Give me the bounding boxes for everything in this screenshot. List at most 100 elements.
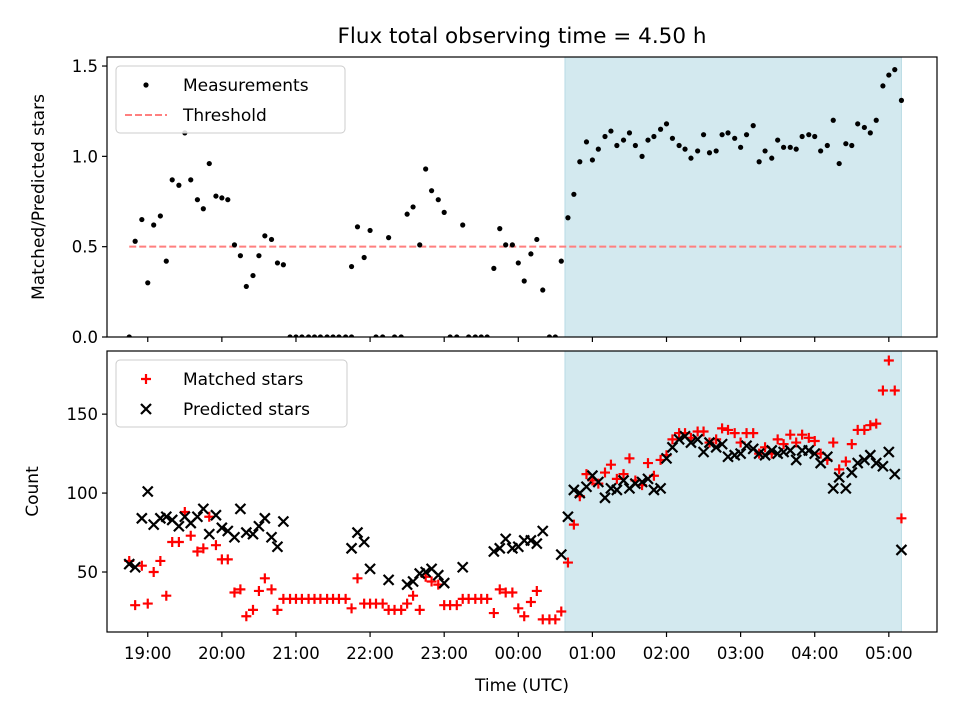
predicted-star-point bbox=[759, 449, 771, 461]
predicted-star-point bbox=[833, 471, 845, 484]
measurement-point bbox=[528, 251, 534, 257]
predicted-star-point bbox=[660, 452, 673, 465]
legend-box bbox=[115, 359, 348, 428]
axes-frame bbox=[106, 56, 938, 338]
matched-star-point bbox=[525, 597, 536, 608]
measurement-point bbox=[509, 242, 515, 248]
measurement-point bbox=[435, 197, 441, 203]
measurement-point bbox=[311, 334, 318, 337]
measurement-point bbox=[706, 150, 713, 156]
series-predicted-stars bbox=[123, 430, 908, 591]
measurement-point bbox=[293, 334, 299, 337]
predicted-star-point bbox=[580, 480, 593, 493]
matched-star-point bbox=[797, 429, 808, 440]
count-panel: 50 100 150 19:00 20:00 21:00 22:00 23:00 00:00 01… bbox=[23, 350, 938, 696]
measurement-point bbox=[330, 334, 336, 337]
matched-star-point bbox=[605, 459, 616, 470]
measurement-point bbox=[343, 334, 349, 337]
measurement-point bbox=[460, 222, 466, 228]
measurement-point bbox=[305, 334, 312, 337]
matched-star-point bbox=[791, 437, 802, 448]
predicted-star-point bbox=[777, 446, 790, 458]
legend-label: Predicted stars bbox=[183, 400, 310, 420]
measurement-point bbox=[688, 155, 694, 161]
predicted-star-point bbox=[877, 460, 889, 473]
predicted-star-point bbox=[685, 436, 697, 449]
measurement-point bbox=[849, 142, 855, 149]
measurement-point bbox=[898, 97, 905, 103]
matched-star-point bbox=[222, 554, 233, 565]
measurement-point bbox=[645, 137, 651, 143]
matched-star-point bbox=[414, 604, 425, 615]
series-measurements bbox=[126, 67, 905, 337]
predicted-star-point bbox=[234, 503, 247, 515]
matched-star-point bbox=[253, 585, 264, 596]
predicted-star-point bbox=[790, 454, 802, 466]
matched-star-point bbox=[346, 603, 357, 614]
predicted-star-point bbox=[617, 474, 630, 487]
measurement-point bbox=[589, 157, 596, 163]
measurement-point bbox=[441, 209, 447, 215]
y-tick-label: 150 bbox=[67, 405, 99, 424]
predicted-star-point bbox=[240, 526, 253, 539]
measurement-point bbox=[756, 159, 762, 165]
predicted-star-point bbox=[531, 537, 543, 550]
matched-star-point bbox=[785, 429, 796, 440]
predicted-star-point bbox=[673, 433, 685, 446]
measurement-point bbox=[806, 132, 812, 138]
predicted-star-point bbox=[358, 536, 370, 548]
predicted-star-point bbox=[888, 468, 901, 480]
measurement-point bbox=[274, 260, 281, 266]
y-tick-label: 1.0 bbox=[72, 147, 98, 166]
matched-star-point bbox=[426, 576, 437, 587]
matched-star-point bbox=[235, 584, 246, 595]
measurement-point bbox=[521, 278, 527, 284]
matched-star-point bbox=[519, 611, 530, 622]
predicted-star-point bbox=[525, 534, 537, 547]
matched-star-point bbox=[130, 600, 141, 611]
predicted-star-point bbox=[456, 561, 469, 574]
measurement-point bbox=[317, 334, 324, 337]
x-tick-label: 00:00 bbox=[495, 644, 543, 663]
predicted-star-point bbox=[493, 542, 506, 555]
predicted-star-point bbox=[228, 531, 241, 544]
matched-star-point bbox=[377, 598, 388, 609]
measurement-point bbox=[669, 135, 676, 141]
matched-star-point bbox=[396, 604, 407, 615]
predicted-star-point bbox=[629, 477, 642, 490]
measurement-point bbox=[194, 197, 201, 203]
measurement-point bbox=[700, 132, 707, 138]
matched-star-point bbox=[840, 456, 851, 467]
matched-star-point bbox=[877, 385, 888, 396]
measurement-point bbox=[454, 334, 460, 337]
predicted-star-point bbox=[216, 522, 228, 534]
legend: Measurements Threshold bbox=[115, 65, 346, 134]
matched-star-point bbox=[600, 467, 610, 478]
measurement-point bbox=[812, 133, 818, 140]
matched-star-point bbox=[748, 428, 759, 439]
measurement-point bbox=[225, 197, 231, 203]
predicted-star-point bbox=[851, 457, 864, 469]
matched-star-point bbox=[204, 511, 215, 522]
measurement-point bbox=[503, 242, 509, 248]
measurement-point bbox=[491, 265, 497, 271]
measurement-point bbox=[373, 334, 379, 337]
measurement-point bbox=[880, 83, 886, 89]
measurement-point bbox=[608, 128, 614, 134]
measurement-point bbox=[213, 193, 219, 199]
measurement-point bbox=[361, 254, 367, 261]
measurement-point bbox=[769, 155, 775, 161]
measurement-point bbox=[843, 141, 849, 147]
predicted-star-point bbox=[740, 439, 753, 452]
predicted-star-point bbox=[401, 578, 413, 591]
measurement-point bbox=[280, 262, 286, 268]
legend-label: Threshold bbox=[182, 106, 267, 126]
legend-measurement-swatch bbox=[143, 82, 149, 88]
predicted-star-point bbox=[160, 510, 173, 523]
measurement-point bbox=[336, 334, 342, 337]
x-tick-label: 02:00 bbox=[643, 644, 691, 663]
predicted-star-point bbox=[734, 447, 747, 460]
measurement-point bbox=[380, 334, 386, 337]
measurement-point bbox=[657, 126, 664, 132]
